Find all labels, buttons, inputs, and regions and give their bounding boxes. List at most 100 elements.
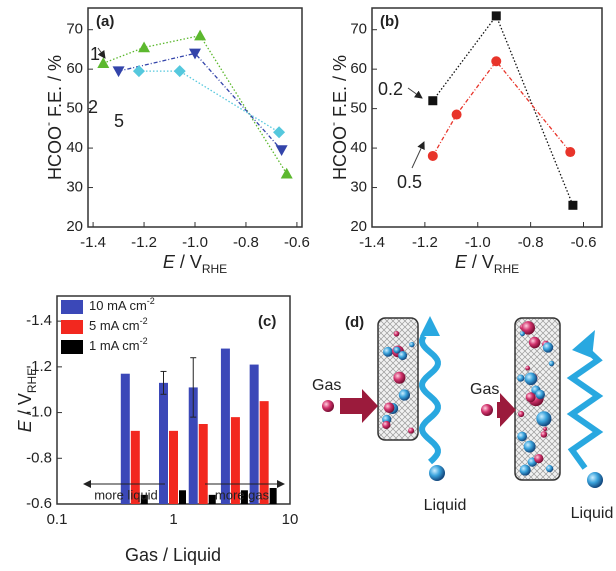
bar — [230, 417, 240, 504]
bubble — [534, 453, 544, 464]
bubble — [409, 341, 415, 348]
y-tick-label: 40 — [66, 139, 83, 156]
bubble — [393, 371, 406, 384]
series-label: 5 — [114, 111, 124, 131]
gas-bubble — [322, 400, 334, 412]
point — [138, 41, 151, 53]
gas-label: Gas — [470, 381, 499, 398]
y-tick-label: 40 — [350, 139, 367, 156]
y-tick-label: 20 — [66, 218, 83, 235]
label-part: E — [163, 252, 176, 272]
bar — [179, 490, 186, 504]
point — [568, 200, 578, 210]
axis-label: E / VRHE — [15, 368, 39, 432]
diagram: (d) Gas Liquid Gas Liquid — [312, 314, 613, 522]
point — [173, 65, 186, 78]
gas-arrow — [340, 389, 378, 423]
series-line — [103, 34, 288, 175]
point — [189, 48, 201, 60]
bar — [249, 364, 259, 504]
gas-bubble — [481, 404, 493, 416]
label-part: RHE — [202, 262, 227, 276]
panel-label: (c) — [258, 313, 276, 330]
pointer — [407, 87, 423, 99]
liquid-bubble — [587, 472, 603, 488]
bubble — [535, 389, 545, 400]
axis-label: E / VRHE — [455, 252, 519, 276]
bubble — [525, 392, 536, 403]
bubble — [545, 465, 554, 473]
x-tick-label: 1 — [169, 511, 177, 528]
bar — [169, 430, 178, 504]
flow-head — [572, 330, 595, 358]
series-line — [118, 52, 283, 151]
label-part: / V — [175, 252, 202, 272]
gas-label: Gas — [312, 377, 341, 394]
plot-frame — [371, 7, 603, 228]
x-tick-label: 0.1 — [47, 511, 68, 528]
series-line — [432, 60, 571, 157]
x-tick-label: 10 — [282, 511, 299, 528]
bubble — [548, 360, 555, 367]
legend-swatch — [61, 320, 83, 334]
series-label: 0.2 — [378, 79, 403, 99]
x-tick-label: -1.2 — [131, 234, 157, 251]
label-part: E — [15, 419, 35, 432]
point — [273, 126, 286, 139]
label-part: RHE — [25, 368, 39, 393]
x-tick-label: -0.8 — [518, 234, 544, 251]
label-part: / V — [467, 252, 494, 272]
liquid-flow — [419, 334, 441, 465]
x-tick-label: -0.6 — [571, 234, 597, 251]
bubble — [542, 426, 548, 432]
bubble — [524, 372, 538, 386]
y-tick-label: 50 — [350, 100, 367, 117]
bubble — [383, 402, 395, 414]
bubble — [525, 365, 531, 371]
bar — [259, 401, 269, 504]
bubble — [521, 321, 536, 335]
gas-arrow — [497, 393, 516, 427]
x-tick-label: -0.8 — [233, 234, 259, 251]
bubble — [393, 330, 400, 337]
bar — [188, 387, 198, 504]
panel-label: (b) — [380, 13, 399, 30]
label-part: E — [455, 252, 468, 272]
x-tick-label: -0.6 — [284, 234, 310, 251]
bubble — [528, 336, 541, 349]
point — [428, 96, 438, 106]
y-tick-label: 50 — [66, 100, 83, 117]
y-tick-label: -1.2 — [26, 358, 52, 375]
y-tick-label: -1.0 — [26, 404, 52, 421]
bubble — [398, 351, 408, 361]
y-tick-label: 70 — [350, 21, 367, 38]
bubble — [519, 331, 525, 337]
point — [275, 145, 288, 157]
point — [451, 109, 462, 120]
bar — [269, 488, 277, 504]
bubble — [518, 410, 525, 418]
bubble — [398, 389, 411, 401]
series-label: 1 — [90, 44, 100, 64]
point — [280, 167, 293, 179]
x-tick-label: -1.2 — [412, 234, 438, 251]
panel-label: (a) — [96, 13, 114, 30]
y-tick-label: -1.4 — [26, 312, 52, 329]
pointer — [97, 47, 106, 59]
bubble — [393, 346, 401, 354]
axis-label: E / VRHE — [163, 252, 227, 276]
point — [491, 56, 502, 67]
axis-label: HCOO- F.E. / % — [41, 55, 65, 180]
point — [112, 66, 125, 78]
bubble — [542, 342, 554, 353]
bubble — [517, 374, 525, 382]
bar — [220, 348, 230, 504]
pointer — [411, 141, 425, 169]
bar — [120, 373, 130, 504]
bubble — [517, 431, 528, 442]
legend-swatch — [61, 340, 83, 354]
label-part: F.E. / % — [45, 55, 65, 122]
annotation: more gas — [215, 487, 270, 502]
